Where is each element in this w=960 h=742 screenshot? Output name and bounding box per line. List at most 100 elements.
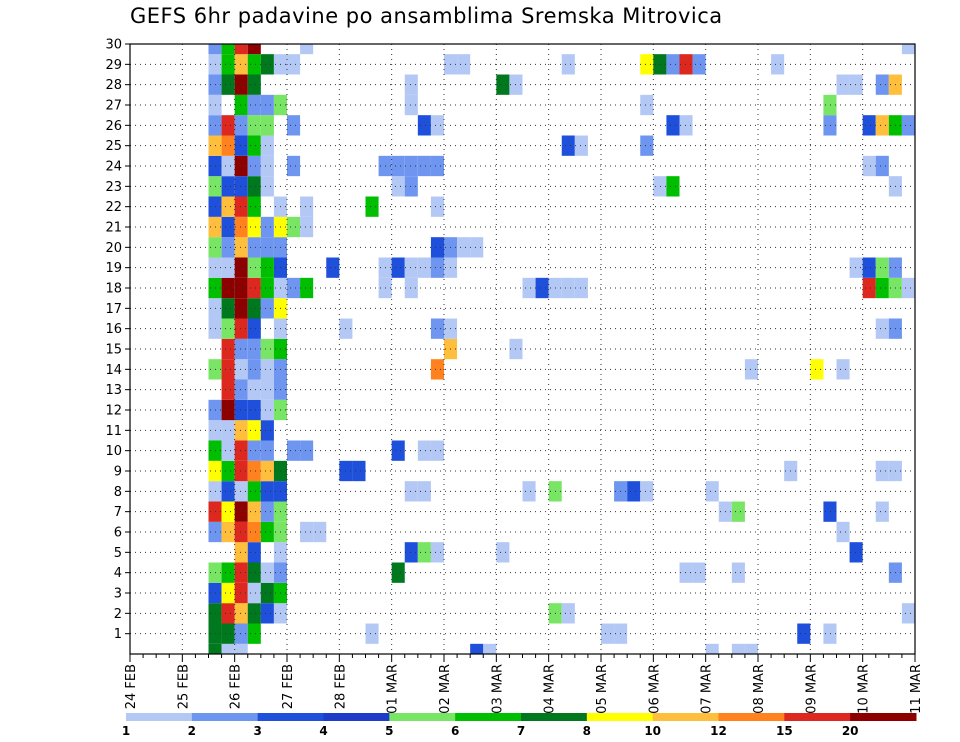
heatmap-cell — [221, 44, 235, 55]
heatmap-cell — [653, 54, 667, 75]
heatmap-cell — [404, 74, 418, 95]
heatmap-cell — [457, 237, 471, 258]
heatmap-cell — [470, 643, 484, 654]
heatmap-cell — [234, 115, 248, 136]
heatmap-cell — [496, 74, 510, 95]
legend-label: 2 — [188, 724, 196, 738]
y-tick-label: 27 — [105, 99, 122, 114]
y-tick-label: 30 — [105, 38, 122, 53]
heatmap-cell — [862, 257, 876, 278]
y-tick-label: 20 — [105, 241, 122, 256]
legend-swatch — [718, 713, 785, 721]
y-tick-label: 6 — [114, 526, 122, 541]
y-tick-label: 17 — [105, 302, 122, 317]
heatmap-cell — [221, 420, 235, 441]
heatmap-cell — [404, 542, 418, 563]
y-tick-label: 25 — [105, 139, 122, 154]
heatmap-cell — [404, 176, 418, 197]
heatmap-cell — [404, 481, 418, 502]
heatmap-cell — [430, 155, 444, 177]
heatmap-cell — [300, 277, 314, 299]
heatmap-cell — [496, 542, 510, 563]
legend-swatch — [126, 713, 193, 721]
y-tick-label: 1 — [114, 627, 122, 642]
y-tick-label: 19 — [105, 261, 122, 276]
heatmap-cell — [404, 257, 418, 278]
heatmap-cell — [221, 623, 235, 644]
heatmap-cell — [287, 115, 301, 136]
heatmap-cell — [221, 155, 235, 177]
heatmap-cell — [221, 359, 235, 380]
heatmap-cell — [901, 603, 915, 624]
colorbar-legend: 1 2 3 4 5 6 7 8 10 12 15 20 — [122, 713, 917, 738]
x-tick-label: 09 MAR — [804, 664, 819, 714]
heatmap-cell — [417, 542, 431, 563]
legend-swatch — [784, 713, 851, 721]
y-tick-label: 3 — [114, 587, 122, 602]
heatmap-cell — [234, 359, 248, 380]
y-axis: 1234567891011121314151617181920212223242… — [105, 38, 130, 642]
heatmap-cell — [260, 582, 274, 604]
heatmap-cell — [221, 135, 235, 156]
heatmap-cell — [692, 54, 706, 75]
heatmap-cell — [260, 257, 274, 278]
heatmap-cell — [430, 237, 444, 258]
heatmap-cell — [234, 257, 248, 278]
heatmap-cell — [234, 44, 248, 55]
heatmap-cell — [561, 135, 575, 156]
heatmap-cell — [287, 277, 301, 299]
heatmap-cell — [221, 481, 235, 502]
heatmap-cell — [901, 277, 915, 299]
heatmap-cell — [221, 603, 235, 624]
heatmap-cell — [313, 521, 327, 543]
heatmap-cell — [731, 562, 745, 583]
y-tick-label: 11 — [105, 424, 122, 439]
heatmap-cell — [326, 257, 340, 278]
heatmap-cell — [823, 623, 837, 644]
heatmap-cell — [221, 115, 235, 136]
heatmap-cell — [457, 54, 471, 75]
heatmap-cell — [875, 501, 889, 522]
heatmap-cell — [417, 481, 431, 502]
heatmap-cell — [221, 521, 235, 543]
heatmap-cell — [666, 54, 680, 75]
y-tick-label: 13 — [105, 383, 122, 398]
heatmap-cell — [391, 155, 405, 177]
heatmap-cell — [247, 481, 261, 502]
legend-swatch — [521, 713, 588, 721]
heatmap-cell — [430, 318, 444, 339]
heatmap-cell — [365, 623, 379, 644]
heatmap-cell — [260, 176, 274, 197]
heatmap-cell — [417, 440, 431, 461]
heatmap-cell — [221, 216, 235, 238]
heatmap-cell — [430, 359, 444, 380]
heatmap-cell — [221, 176, 235, 197]
heatmap-cell — [849, 542, 863, 563]
heatmap-cell — [901, 115, 915, 136]
heatmap-cell — [221, 298, 235, 319]
heatmap-cell — [221, 54, 235, 75]
heatmap-cell — [391, 562, 405, 583]
legend-label: 10 — [644, 724, 661, 738]
heatmap-cell — [300, 216, 314, 238]
heatmap-cell — [653, 176, 667, 197]
y-tick-label: 22 — [105, 200, 122, 215]
heatmap-cell — [208, 643, 222, 654]
heatmap-cell — [260, 521, 274, 543]
heatmap-cell — [561, 277, 575, 299]
heatmap-cell — [247, 318, 261, 339]
heatmap-cell — [260, 237, 274, 258]
heatmap-cell — [430, 542, 444, 563]
heatmap-cell — [260, 54, 274, 75]
y-tick-label: 8 — [114, 485, 122, 500]
legend-swatch — [257, 713, 324, 721]
heatmap-cell — [247, 562, 261, 583]
heatmap-cell — [247, 359, 261, 380]
legend-swatch — [850, 713, 917, 721]
heatmap-cell — [875, 155, 889, 177]
heatmap-cell — [404, 277, 418, 299]
y-tick-label: 2 — [114, 607, 122, 622]
heatmap-cell — [391, 176, 405, 197]
heatmap-cell — [744, 643, 758, 654]
heatmap-cell — [260, 399, 274, 421]
